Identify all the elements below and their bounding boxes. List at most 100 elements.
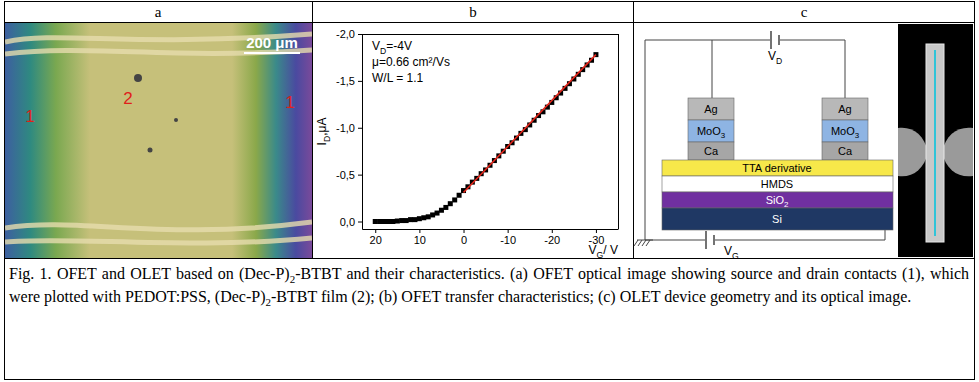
panel-letter: c (801, 4, 808, 20)
battery-plate (778, 35, 780, 45)
y-axis-line (362, 35, 363, 230)
data-point (377, 219, 382, 224)
contact-layer (822, 120, 868, 142)
caption-text: -BTBT film (2); (b) OFET transfer charac… (271, 288, 911, 305)
electrode-pad (942, 128, 973, 177)
x-tick: 10 (414, 229, 426, 246)
panel-letter: a (155, 4, 162, 20)
ground-hatch (642, 240, 646, 246)
x-axis-title: VG/ V (589, 243, 618, 260)
x-tick: -10 (500, 229, 516, 246)
emission-line (934, 50, 936, 236)
film (5, 23, 312, 258)
fiber-streak (5, 222, 312, 230)
y-tick-label: -0,5 (336, 169, 355, 181)
text-part: D (776, 56, 782, 66)
image-ground (898, 24, 973, 257)
y-tick: -1,0 (336, 122, 362, 134)
layer-label: HMDS (761, 178, 793, 190)
annotation: μ=0.66 cm²/Vs (372, 55, 450, 69)
battery-plate (713, 235, 715, 245)
fiber-streak (5, 238, 312, 243)
layer-label: Ag (704, 103, 717, 115)
scale-bar-label: 200 μm (246, 34, 298, 51)
text-part: / V (603, 243, 618, 257)
x-axis: 20100-10-20-30 (363, 229, 619, 246)
text-part: MoO (831, 125, 855, 137)
y-tick: -2,0 (336, 28, 362, 40)
wire (645, 40, 646, 240)
x-tick-mark (596, 229, 597, 233)
gate-voltage-label: VG (724, 244, 739, 261)
wire (645, 40, 770, 41)
table-rule (5, 22, 975, 23)
text-part: MoO (697, 125, 721, 137)
x-tick-label: 0 (461, 234, 467, 246)
layer-label: MoO3 (831, 125, 860, 140)
wire (712, 40, 713, 98)
contact-layer (688, 142, 734, 160)
contact-layer (822, 142, 868, 160)
figure: abc121200 μm20100-10-20-30-2,0-1,5-1,0-0… (0, 0, 979, 382)
region-label: 2 (123, 89, 132, 108)
x-tick: 0 (461, 229, 467, 246)
data-point (430, 212, 435, 217)
y-axis-title: ID,μA (315, 118, 332, 146)
text-part: V (724, 244, 732, 258)
data-point (408, 217, 413, 222)
x-tick-label: 10 (414, 234, 426, 246)
text-part: ,μA (315, 118, 329, 136)
data-point (448, 201, 453, 206)
data-point (404, 218, 409, 223)
battery-plate (770, 31, 772, 49)
layer-label: SiO2 (766, 194, 789, 209)
ground-hatch (646, 240, 650, 246)
data-point (439, 208, 444, 213)
y-axis: -2,0-1,5-1,0-0,50,0 (336, 28, 362, 229)
y-tick-label: -1,0 (336, 122, 355, 134)
drain-voltage-label: VD (768, 49, 782, 66)
y-tick-label: -2,0 (336, 28, 355, 40)
stack-layer (662, 160, 893, 176)
y-tick: -0,5 (336, 169, 362, 181)
x-tick-mark (375, 229, 376, 233)
layer-label: Ca (838, 145, 853, 157)
data-point (457, 193, 462, 198)
table-rule (633, 2, 634, 259)
layer-label: Ca (704, 145, 719, 157)
channel (926, 44, 944, 242)
electrode-pad (898, 128, 928, 177)
data-point (390, 219, 395, 224)
text-part: =-4V (386, 39, 412, 53)
annotation: VD=-4V (372, 39, 412, 56)
annotation: W/L = 1.1 (372, 71, 424, 85)
film-defect (148, 148, 153, 153)
data-point (373, 219, 378, 224)
x-tick-mark (552, 229, 553, 233)
caption-text: 2 (266, 296, 272, 308)
data-point (452, 197, 457, 202)
data-point (443, 205, 448, 210)
region-label: 1 (285, 93, 294, 112)
data-point (386, 219, 391, 224)
text-part: V (372, 39, 380, 53)
text-part: SiO (766, 194, 785, 206)
data-point (421, 215, 426, 220)
ground-hatch (638, 240, 642, 246)
layer-label: Si (772, 213, 782, 225)
chart-b: 20100-10-20-30-2,0-1,5-1,0-0,50,0VD=-4Vμ… (315, 28, 619, 260)
contact-layer (688, 98, 734, 120)
x-tick-label: 20 (370, 234, 382, 246)
x-tick-mark (464, 229, 465, 233)
table-rule (5, 258, 975, 259)
x-axis-line (363, 229, 619, 230)
caption-text: 2 (290, 273, 296, 285)
text-part: V (768, 49, 776, 63)
y-tick-mark (358, 222, 362, 223)
text-part: V (589, 243, 597, 257)
x-tick-mark (508, 229, 509, 233)
y-tick-mark (358, 81, 362, 82)
layer-label: TTA derivative (742, 162, 812, 174)
film-defect (134, 74, 142, 82)
y-tick: -1,5 (336, 75, 362, 87)
